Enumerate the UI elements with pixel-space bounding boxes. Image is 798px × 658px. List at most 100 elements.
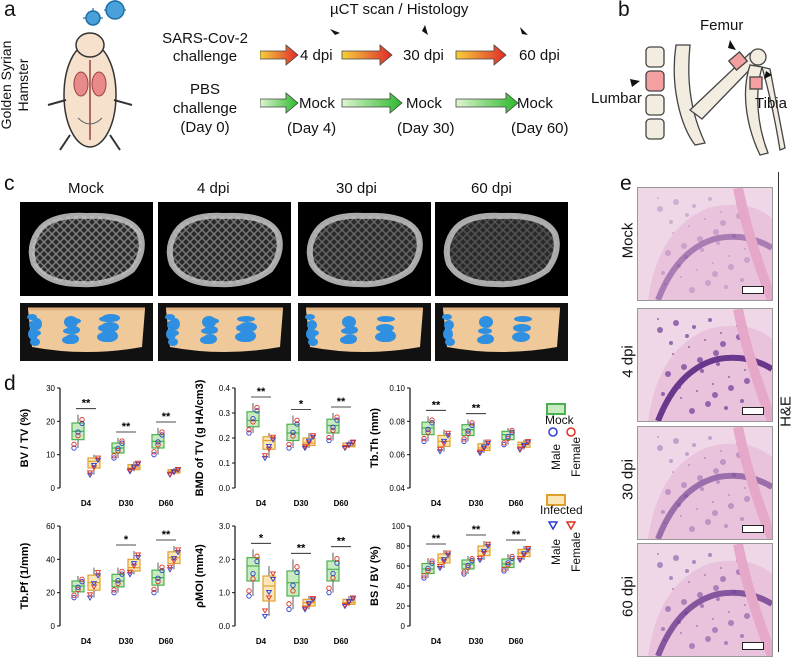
significance-mark: **	[337, 396, 346, 408]
data-point	[330, 427, 336, 433]
ct-grayscale-1	[158, 202, 291, 296]
y-tick-label: 2.0	[219, 555, 231, 564]
box	[262, 575, 276, 602]
data-point	[461, 436, 467, 442]
data-point	[265, 446, 273, 453]
timepoint-30dpi: 30 dpi	[403, 47, 444, 64]
data-point	[79, 417, 85, 423]
species-label: Golden Syrian Hamster	[0, 40, 31, 130]
ct-grayscale-2	[298, 202, 431, 296]
data-point	[440, 559, 448, 565]
data-point	[75, 584, 81, 590]
data-point	[516, 556, 524, 562]
data-point	[111, 455, 117, 461]
data-point	[94, 570, 102, 576]
data-point	[111, 453, 117, 459]
he-bracket-line	[778, 172, 779, 652]
data-point	[501, 442, 507, 448]
data-point	[326, 434, 332, 441]
y-axis-label: BS / BV (%)	[369, 546, 381, 606]
data-point	[330, 570, 336, 577]
data-point	[286, 606, 292, 612]
data-point	[290, 588, 296, 594]
data-point	[429, 420, 435, 426]
sars-challenge-label: SARS-Cov-2 challenge	[145, 30, 265, 66]
data-point	[349, 595, 357, 601]
pbs-challenge-label: PBS challenge (Day 0)	[145, 80, 265, 137]
data-point	[309, 433, 317, 439]
x-tick-label: D4	[81, 637, 92, 646]
data-point	[254, 408, 260, 414]
data-point	[484, 439, 492, 445]
data-point	[174, 550, 182, 556]
data-point	[334, 414, 340, 420]
data-point	[301, 607, 309, 613]
data-point	[436, 446, 444, 453]
data-point	[111, 587, 117, 593]
data-point	[309, 595, 317, 602]
data-point	[134, 552, 142, 558]
x-tick-label: D4	[81, 499, 92, 508]
data-point	[265, 595, 273, 601]
y-tick-label: 10	[46, 451, 55, 460]
data-point	[115, 580, 121, 587]
significance-mark: **	[162, 411, 171, 423]
data-point	[301, 605, 309, 612]
data-point	[476, 557, 484, 564]
ct-3d-reconstruction-3	[435, 303, 568, 361]
data-point	[246, 427, 252, 433]
ct-grayscale-0	[20, 202, 153, 296]
x-tick-label: D30	[469, 499, 484, 508]
data-point	[250, 415, 256, 422]
significance-mark: **	[337, 536, 346, 548]
data-point	[505, 435, 511, 442]
legend-mock: Mock	[545, 413, 574, 427]
data-point	[509, 553, 515, 560]
data-point	[524, 440, 532, 446]
data-point	[425, 567, 431, 574]
data-point	[444, 552, 452, 558]
x-tick-label: D60	[509, 637, 524, 646]
data-point	[305, 438, 313, 445]
significance-mark: **	[162, 529, 171, 541]
y-tick-label: 0.2	[219, 434, 231, 443]
ct-col-60dpi: 60 dpi	[471, 180, 512, 197]
data-point	[155, 578, 161, 585]
data-point	[261, 608, 269, 614]
he-image-3	[637, 543, 773, 657]
data-point	[174, 466, 182, 473]
data-point	[501, 566, 507, 572]
y-tick-label: 0.3	[219, 409, 231, 418]
data-point	[480, 446, 488, 452]
x-tick-label: D60	[159, 499, 174, 508]
data-point	[345, 599, 353, 605]
y-tick-label: 0	[51, 484, 56, 493]
data-point	[151, 449, 157, 455]
timeline-arrows	[260, 25, 528, 114]
y-tick-label: 0	[51, 622, 56, 631]
y-tick-label: 3.0	[219, 522, 231, 531]
data-point	[305, 602, 313, 608]
data-point	[71, 592, 77, 598]
he-row-label-0: Mock	[619, 222, 637, 259]
data-point	[294, 564, 300, 570]
legend-infected: Infected	[540, 503, 583, 517]
data-point	[326, 590, 332, 596]
data-point	[520, 551, 528, 557]
data-point	[111, 590, 117, 596]
y-tick-label: 60	[46, 522, 55, 531]
x-tick-label: D30	[294, 637, 309, 646]
data-point	[246, 430, 252, 436]
he-row-label-1: 4 dpi	[619, 345, 637, 378]
y-axis-label: BMD of TV (g HA/cm3)	[194, 379, 206, 496]
x-tick-label: D30	[469, 637, 484, 646]
ct-col-mock: Mock	[68, 180, 104, 197]
data-point	[421, 438, 427, 444]
data-point	[440, 441, 448, 447]
x-tick-label: D4	[431, 499, 442, 508]
data-point	[520, 442, 528, 449]
y-tick-label: 20	[46, 589, 55, 598]
data-point	[115, 445, 121, 452]
data-point	[246, 588, 252, 594]
y-tick-label: 60	[396, 562, 405, 571]
